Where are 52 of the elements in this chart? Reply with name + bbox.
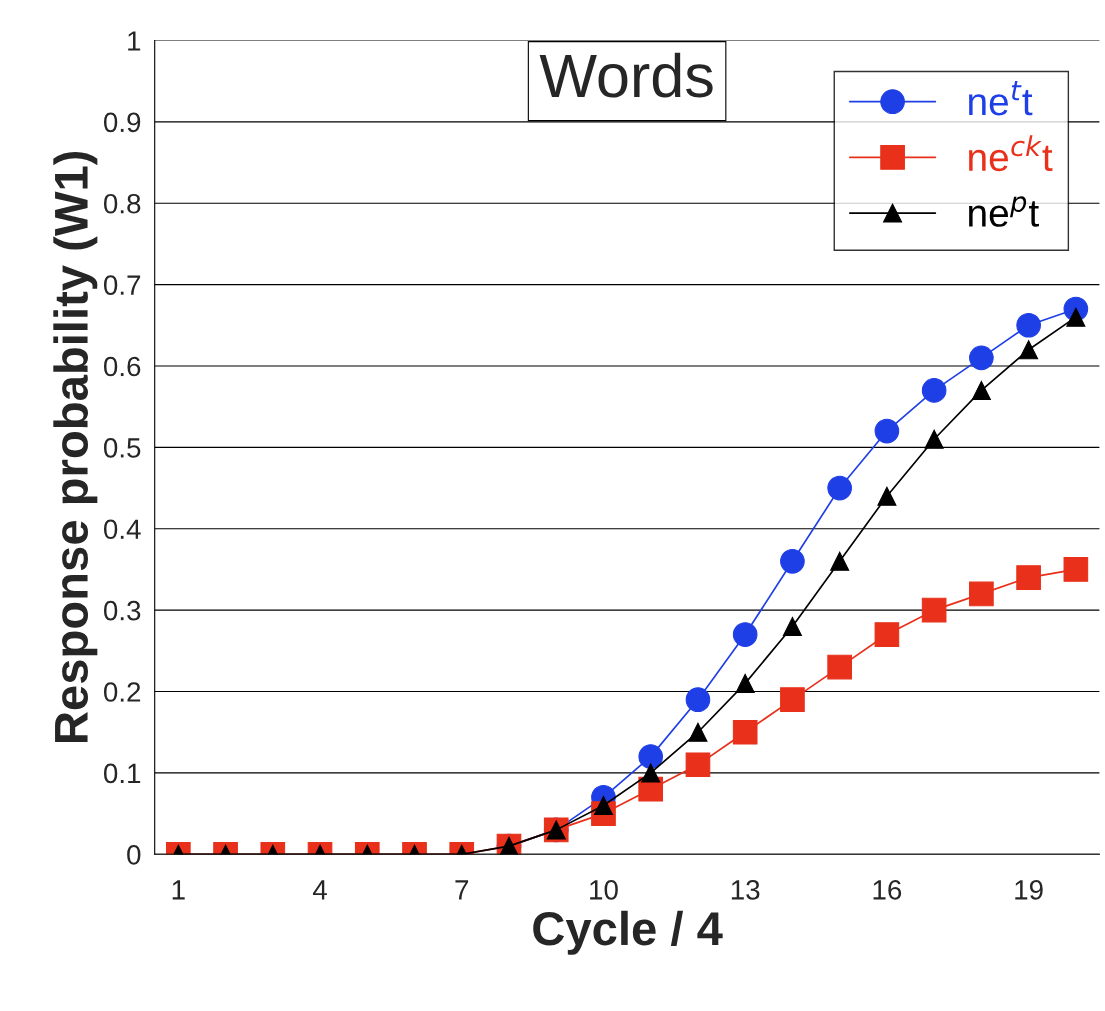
x-tick-label: 7 [455,880,469,900]
y-tick-label: 0.9 [103,112,141,133]
point [971,380,991,400]
x-axis-title: Cycle / 4 [533,910,723,955]
x-tick-label: 1 [172,880,185,900]
legend-label: ne$^{t}$t [969,81,1033,116]
point [874,418,900,444]
point [827,475,852,501]
point [780,687,805,712]
y-tick-label: 0.8 [103,193,141,214]
point [874,622,900,647]
x-tick-label: 19 [1015,880,1043,900]
point [924,429,944,449]
point [921,378,947,403]
y-tick-label: 0.5 [103,438,141,458]
y-tick-label: 1 [128,31,141,51]
y-tick-label: 0.6 [103,356,141,377]
point [638,744,664,769]
y-tick-label: 0.7 [103,275,141,295]
point [593,795,614,816]
point [877,486,897,506]
y-tick-label: 0.4 [103,519,141,540]
y-tick-label: 0.1 [103,763,141,784]
point [827,654,852,680]
x-tick-label: 4 [312,880,327,900]
point [1063,557,1089,582]
point [1019,340,1039,360]
point [685,687,711,712]
x-tick-label: 16 [873,880,902,900]
point [688,722,708,742]
point [830,551,850,571]
point [732,622,758,647]
x-tick-label: 10 [590,880,618,900]
point [780,548,805,574]
legend-label: ne$^{ck}$t [969,135,1053,172]
point [735,673,755,693]
point [782,616,802,636]
point [641,763,661,783]
point [969,581,994,607]
point [685,752,711,778]
point [732,719,758,745]
y-axis-title: Response probability (W1) [53,151,98,742]
legend-label: ne$^{p}$t [969,196,1039,227]
y-tick-label: 0.2 [103,682,141,702]
y-tick-label: 0 [127,844,141,865]
y-tick-label: 0.3 [103,600,141,621]
x-tick-label: 13 [731,880,760,900]
point [1016,565,1041,590]
point [921,597,947,623]
point [969,345,994,371]
point [1016,312,1041,338]
chart-title: Words [539,52,713,98]
